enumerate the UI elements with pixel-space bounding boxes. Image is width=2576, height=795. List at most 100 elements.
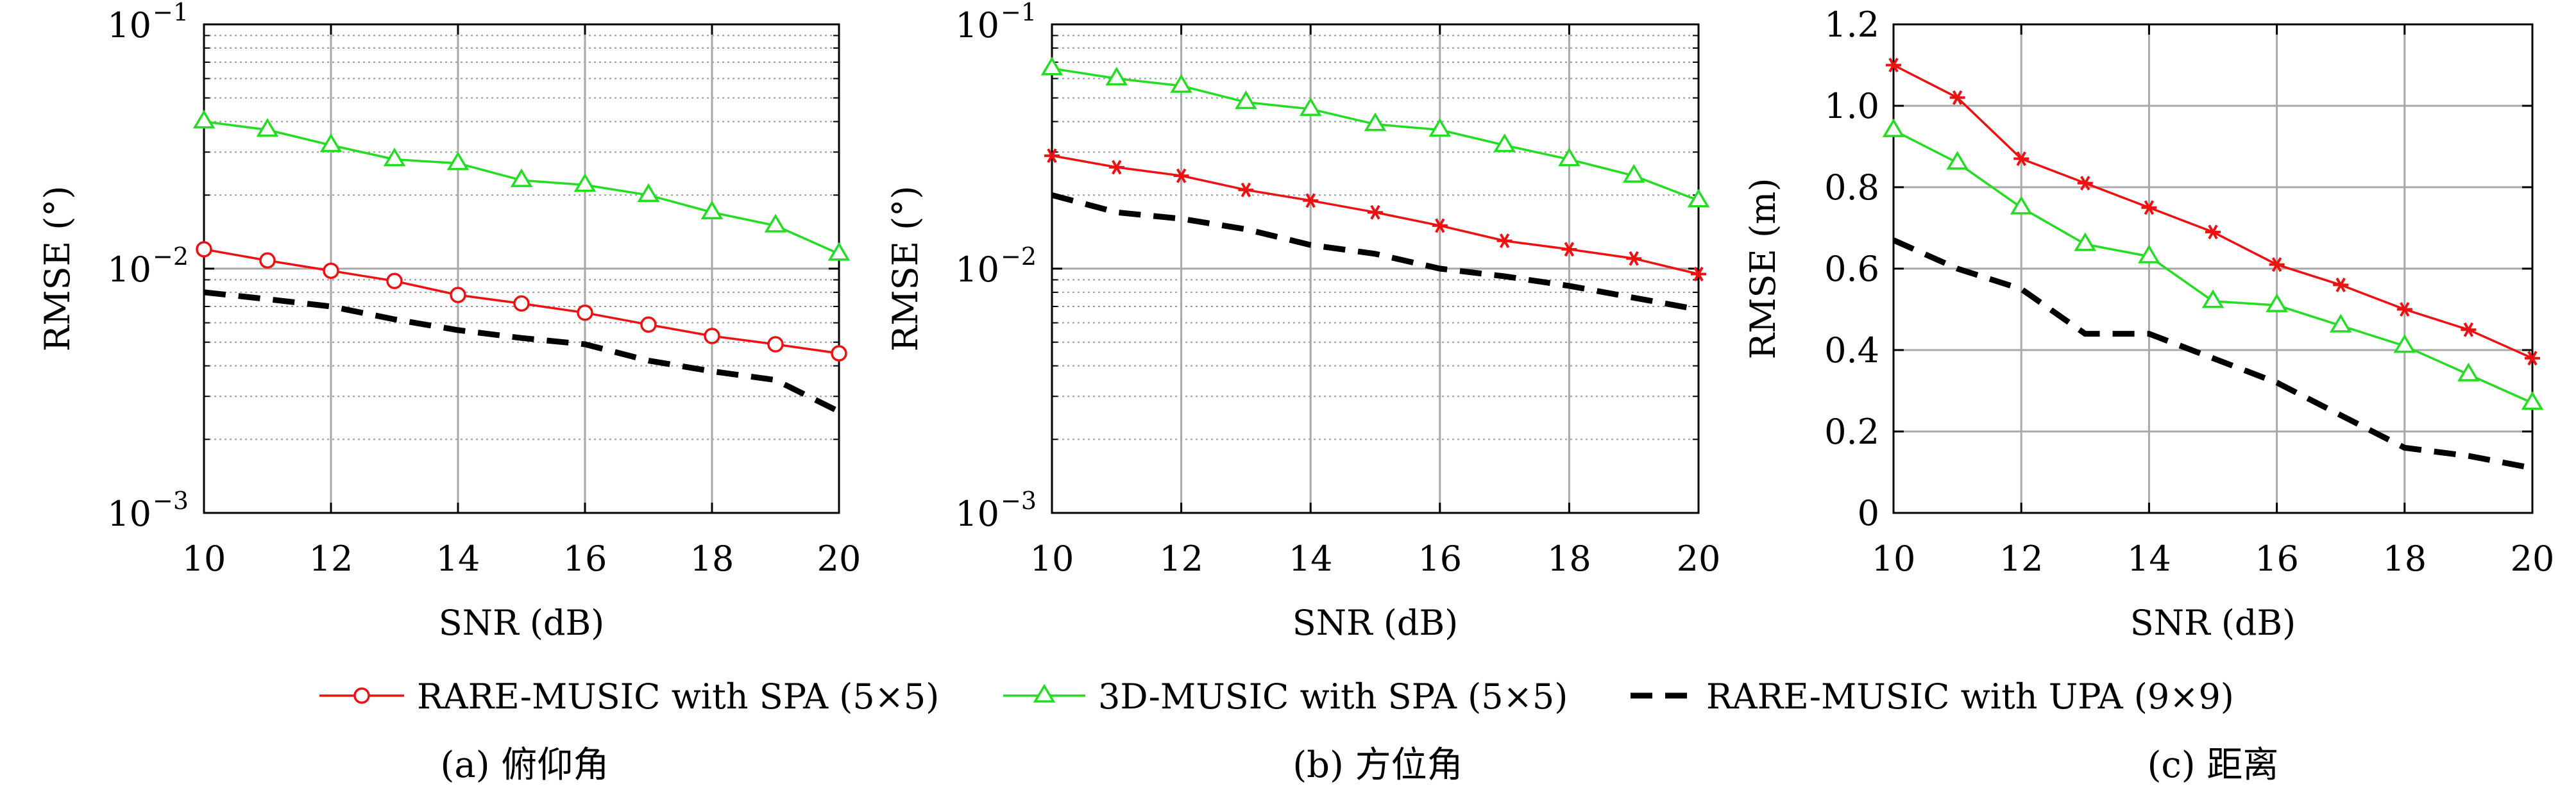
x-tick-label: 16 (1418, 539, 1462, 579)
data-point (2266, 293, 2288, 312)
series-3 (1892, 237, 2533, 471)
y-tick-label-exponent: −3 (1001, 487, 1037, 515)
data-point (700, 200, 724, 219)
y-tick-label-exponent: −2 (1001, 242, 1037, 271)
data-point (1368, 205, 1383, 220)
y-tick-label: 0.8 (1824, 167, 1879, 208)
y-tick-label: 0 (1858, 493, 1879, 533)
data-point (1108, 160, 1124, 175)
x-axis-label: SNR (dB) (1292, 603, 1458, 643)
data-point (386, 272, 403, 290)
y-axis-label: RMSE (°) (885, 186, 926, 352)
legend-marker-triangle (1033, 683, 1056, 703)
data-point (827, 242, 851, 261)
data-point (640, 316, 657, 333)
series-line (1051, 192, 1699, 313)
data-point (2074, 232, 2097, 251)
data-point (383, 147, 406, 167)
data-point (1238, 182, 1254, 197)
y-tick-label: 1.0 (1824, 86, 1879, 126)
data-point (1432, 218, 1448, 233)
data-point (704, 328, 720, 344)
y-tick-label: 1.2 (1824, 4, 1879, 45)
data-point (2461, 322, 2477, 337)
series-3 (203, 289, 841, 414)
subfigure-caption: (c) 距离 (2148, 744, 2279, 786)
data-point (1364, 112, 1387, 131)
x-tick-label: 14 (1289, 539, 1333, 579)
subfigure-caption: (b) 方位角 (1292, 744, 1462, 786)
x-tick-label: 20 (817, 539, 861, 579)
data-point (831, 345, 847, 362)
x-tick-label: 12 (309, 539, 353, 579)
y-axis-label: RMSE (m) (1743, 178, 1783, 360)
x-tick-label: 18 (1547, 539, 1591, 579)
x-tick-label: 20 (2511, 539, 2555, 579)
data-point (446, 151, 470, 171)
data-point (319, 133, 343, 153)
y-tick-label: 10 (107, 5, 151, 46)
data-point (2201, 289, 2224, 308)
data-point (2269, 257, 2285, 272)
data-point (1691, 267, 1706, 281)
y-tick-label: 10 (107, 249, 151, 290)
data-point (510, 168, 533, 187)
data-point (2141, 200, 2157, 215)
data-point (1105, 67, 1128, 86)
x-axis-label: SNR (dB) (439, 603, 604, 643)
data-point (2013, 151, 2029, 166)
data-point (1428, 118, 1452, 137)
data-point (2393, 334, 2416, 353)
y-tick-label: 0.2 (1824, 412, 1879, 452)
y-tick-label: 10 (955, 5, 999, 46)
x-tick-label: 12 (1999, 539, 2044, 579)
data-point (1946, 151, 1969, 170)
y-tick-label: 10 (107, 494, 151, 534)
data-point (259, 252, 276, 269)
data-point (1687, 188, 1710, 208)
series-3 (1051, 192, 1699, 313)
legend-marker-circle (353, 687, 370, 704)
y-tick-label: 10 (955, 249, 999, 290)
data-point (2010, 196, 2033, 215)
chart-panel-3: 10 12 14 16 18 20 0 0.2 0.4 0.6 0.8 1.0 1.2 SNR (dB) R… (1743, 4, 2554, 786)
data-point (573, 173, 597, 192)
data-point (1558, 147, 1580, 167)
y-tick-label: 0.6 (1824, 249, 1879, 289)
data-point (1561, 242, 1577, 257)
data-point (513, 295, 530, 312)
x-tick-label: 16 (2255, 539, 2299, 579)
data-point (764, 213, 787, 233)
data-point (2333, 277, 2349, 292)
x-tick-label: 12 (1159, 539, 1203, 579)
data-point (1496, 233, 1513, 249)
series-line (1892, 237, 2533, 471)
x-tick-label: 14 (436, 539, 480, 579)
legend-item-3: RARE-MUSIC with UPA (9×9) (1631, 676, 2234, 717)
data-point (2329, 314, 2352, 333)
data-point (1949, 90, 1965, 105)
data-point (2138, 244, 2160, 264)
legend-label: 3D-MUSIC with SPA (5×5) (1098, 676, 1568, 717)
data-point (192, 110, 216, 129)
series-2 (192, 110, 851, 261)
x-axis-label: SNR (dB) (2130, 603, 2296, 643)
series-line (203, 289, 841, 414)
data-point (2525, 351, 2540, 366)
x-tick-label: 10 (1872, 539, 1916, 579)
series-2 (1040, 56, 1710, 208)
series-1 (1044, 148, 1706, 281)
legend-label: RARE-MUSIC with SPA (5×5) (417, 676, 939, 717)
data-point (1173, 168, 1189, 183)
data-point (256, 118, 279, 137)
x-tick-label: 10 (182, 539, 226, 579)
x-tick-label: 16 (563, 539, 607, 579)
legend-item-2: 3D-MUSIC with SPA (5×5) (1003, 676, 1568, 717)
legend-label: RARE-MUSIC with UPA (9×9) (1706, 676, 2234, 717)
data-point (1303, 193, 1319, 208)
y-tick-label: 10 (955, 494, 999, 534)
x-tick-label: 20 (1677, 539, 1721, 579)
